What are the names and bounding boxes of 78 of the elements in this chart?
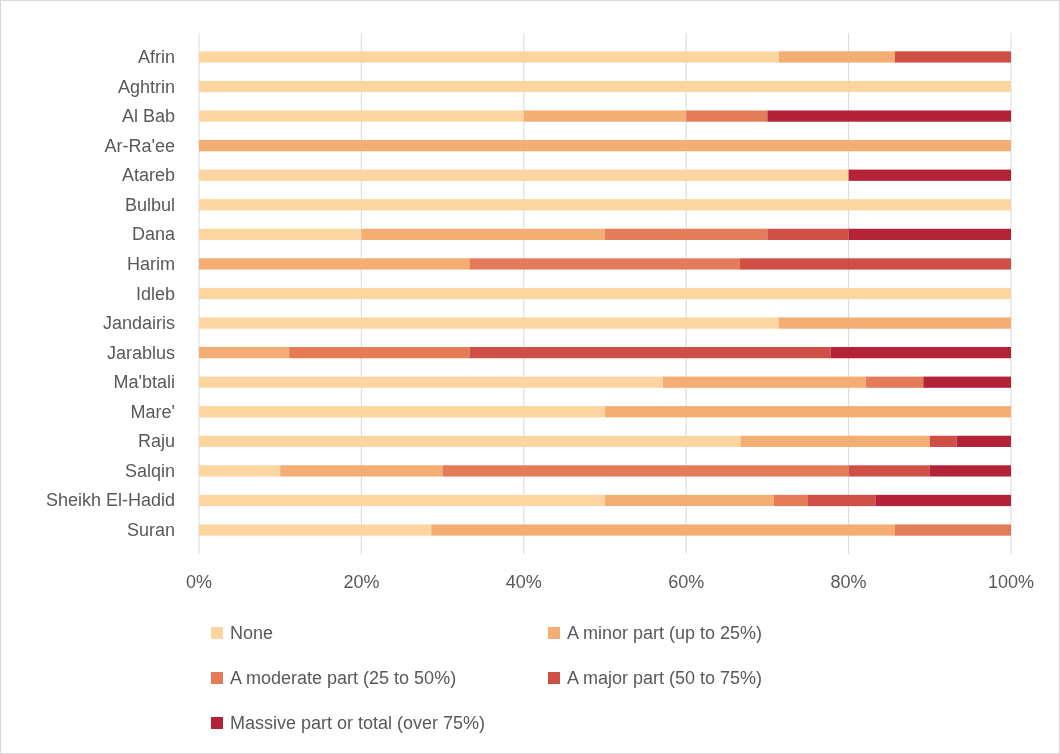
bar xyxy=(605,406,1011,418)
y-tick-label: Harim xyxy=(127,253,175,274)
legend-label: None xyxy=(230,623,274,643)
x-tick-label: 100% xyxy=(987,572,1035,592)
bar xyxy=(767,228,849,240)
bar xyxy=(442,465,849,477)
bar xyxy=(773,494,808,507)
y-tick-label: Atareb xyxy=(121,165,175,186)
y-tick-label: Idleb xyxy=(135,283,175,304)
x-tick-label: 80% xyxy=(830,572,867,592)
y-tick-label: Jandairis xyxy=(102,313,175,334)
x-tick-label: 20% xyxy=(343,572,380,592)
y-tick-label: Suran xyxy=(126,520,175,541)
bar xyxy=(767,110,1011,122)
y-tick-label: Mare' xyxy=(130,401,175,422)
bar xyxy=(894,51,1011,63)
y-tick-label: Afrin xyxy=(137,46,175,67)
y-tick-label: Aghtrin xyxy=(117,76,175,97)
bar xyxy=(199,465,281,477)
x-tick-label: 0% xyxy=(185,572,213,592)
bar xyxy=(875,494,1011,507)
bar xyxy=(199,110,524,122)
bar xyxy=(289,347,470,359)
bar xyxy=(923,376,1011,388)
bar xyxy=(199,347,290,359)
bar xyxy=(865,376,924,388)
bar xyxy=(523,110,687,122)
y-tick-label: Dana xyxy=(131,224,176,245)
bar xyxy=(778,317,1011,329)
bar xyxy=(199,317,779,329)
y-tick-label: Sheikh El-Hadid xyxy=(45,490,175,511)
x-tick-label: 40% xyxy=(505,572,542,592)
bar xyxy=(199,80,1011,93)
bar xyxy=(662,376,866,388)
y-tick-label: Raju xyxy=(137,431,175,452)
bar xyxy=(929,465,1011,477)
bar xyxy=(199,51,779,63)
bar xyxy=(199,524,432,536)
bar xyxy=(199,169,849,181)
bar xyxy=(929,435,957,447)
bar xyxy=(280,465,443,477)
legend-label: A minor part (up to 25%) xyxy=(567,623,763,643)
bar xyxy=(361,228,605,240)
bar xyxy=(199,494,605,507)
bar xyxy=(199,435,741,447)
bar xyxy=(956,435,1011,447)
y-tick-label: Ar-Ra'ee xyxy=(104,135,175,156)
bar xyxy=(431,524,895,536)
y-tick-label: Al Bab xyxy=(121,106,175,127)
bar xyxy=(830,347,1011,359)
bar xyxy=(199,287,1011,300)
bar xyxy=(199,376,663,388)
legend-label: A moderate part (25 to 50%) xyxy=(230,668,457,688)
bar xyxy=(848,228,1011,240)
bar xyxy=(808,494,876,507)
bar xyxy=(740,435,930,447)
y-tick-label: Salqin xyxy=(124,460,175,481)
bar xyxy=(894,524,1011,536)
legend-label: A major part (50 to 75%) xyxy=(567,668,763,688)
bar xyxy=(848,465,930,477)
bar xyxy=(848,169,1011,181)
bar xyxy=(199,258,470,270)
y-tick-label: Bulbul xyxy=(124,194,175,215)
y-tick-label: Ma'btali xyxy=(113,372,175,393)
bar xyxy=(199,140,1011,152)
bar xyxy=(605,228,768,240)
bar xyxy=(686,110,768,122)
bar xyxy=(469,258,740,270)
bar xyxy=(199,406,605,418)
bar xyxy=(605,494,774,507)
x-tick-label: 60% xyxy=(668,572,705,592)
y-tick-label: Jarablus xyxy=(106,342,175,363)
legend-label: Massive part or total (over 75%) xyxy=(230,713,486,733)
bar xyxy=(199,228,362,240)
bar xyxy=(199,199,1011,211)
bar xyxy=(469,347,831,359)
bar xyxy=(778,51,895,63)
bar xyxy=(739,258,1011,270)
